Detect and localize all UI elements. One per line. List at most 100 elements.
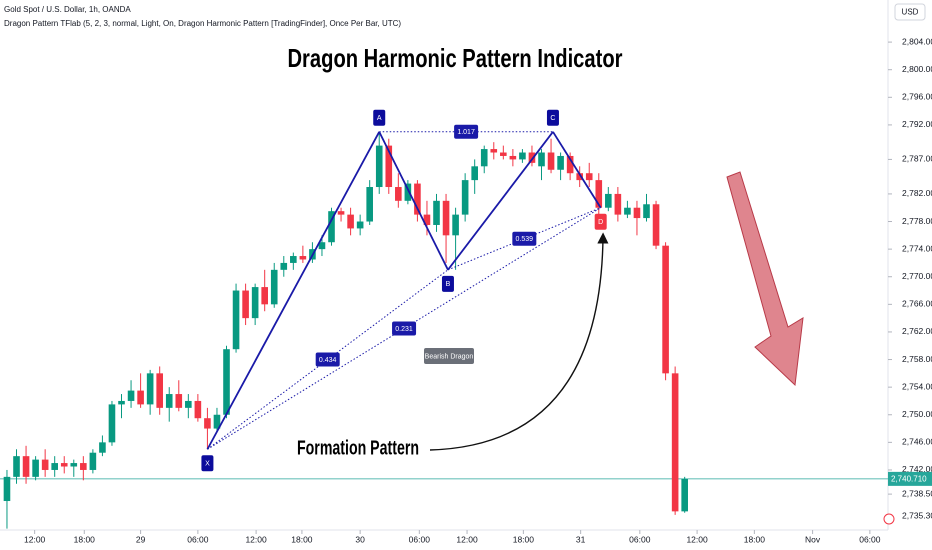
candle-body: [681, 478, 688, 512]
point-box: [441, 275, 454, 292]
y-tick-label: 2,792.000: [902, 119, 932, 129]
ratio-label: 1.017: [457, 129, 475, 136]
candle-body: [223, 349, 230, 415]
point-label: C: [550, 115, 555, 122]
candle-body: [652, 204, 660, 246]
logo: [883, 513, 895, 525]
candle-body: [557, 155, 564, 170]
candle-body: [614, 193, 622, 215]
candle-body: [99, 442, 106, 453]
x-tick-label: 06:00: [409, 534, 431, 544]
point-box: [546, 109, 559, 126]
candle-body: [500, 152, 507, 156]
ratio-label: 0.539: [516, 236, 534, 243]
candle-body: [232, 290, 240, 350]
y-tick-label: 2,796.000: [902, 92, 932, 102]
candle-body: [41, 459, 49, 470]
candle-body: [185, 400, 192, 408]
x-tick-label: 18:00: [744, 534, 766, 544]
candle-body: [146, 373, 154, 405]
x-tick-label: 12:00: [245, 534, 267, 544]
pattern-leg: [378, 131, 449, 271]
candle-body: [595, 180, 603, 208]
candle-body: [3, 476, 11, 502]
candle-body: [165, 394, 173, 408]
candle-body: [576, 173, 583, 181]
candle-body: [480, 149, 488, 167]
candle-body: [490, 149, 498, 153]
candle-body: [280, 262, 288, 270]
candle-body: [662, 245, 669, 374]
y-tick-label: 2,787.000: [902, 154, 932, 164]
candle-body: [213, 414, 221, 429]
candle-body: [356, 221, 364, 229]
candle-body: [528, 152, 536, 163]
x-tick-label: 18:00: [291, 534, 313, 544]
currency: USD: [902, 8, 919, 17]
x-tick-label: 12:00: [456, 534, 478, 544]
ratio-line: [207, 269, 449, 450]
candle-body: [404, 183, 412, 201]
point-box: [201, 455, 214, 472]
y-tick-label: 2,746.000: [902, 437, 932, 447]
candle-body: [633, 207, 641, 219]
y-tick-label: 2,774.000: [902, 243, 932, 253]
point-label: X: [205, 461, 210, 468]
last-price-box: [888, 471, 932, 486]
candle-body: [328, 211, 335, 243]
candle-body: [13, 456, 20, 477]
candle-body: [605, 193, 612, 208]
currency-box[interactable]: [894, 3, 926, 21]
candle-body: [471, 166, 478, 181]
point-label: A: [377, 115, 382, 122]
ratio-box: [454, 124, 479, 139]
candle-body: [118, 400, 125, 405]
y-tick-label: 2,804.000: [902, 36, 932, 46]
ratio-box: [315, 352, 340, 367]
indicator: Dragon Pattern TFlab (5, 2, 3, normal, L…: [4, 19, 401, 28]
candle-body: [127, 390, 135, 401]
x-tick-label: 12:00: [24, 534, 46, 544]
candle-body: [204, 418, 211, 429]
y-tick-label: 2,735.300: [902, 510, 932, 520]
candle-body: [89, 452, 97, 470]
candle-body: [32, 459, 39, 477]
ratio-box: [512, 231, 537, 246]
candle-body: [585, 173, 593, 181]
ratio-label: 0.231: [395, 326, 413, 333]
point-label: D: [598, 219, 603, 226]
ratio-box: [392, 321, 417, 336]
y-tick-label: 2,770.000: [902, 271, 932, 281]
candle-body: [194, 400, 202, 419]
y-tick-label: 2,750.000: [902, 409, 932, 419]
symbol: Gold Spot / U.S. Dollar, 1h, OANDA: [4, 5, 131, 14]
y-tick-label: 2,762.000: [902, 326, 932, 336]
candle-body: [395, 187, 402, 201]
candle-body: [566, 155, 574, 174]
curved-arrow: [429, 232, 609, 451]
x-tick-label: 18:00: [74, 534, 96, 544]
candle-body: [414, 183, 421, 215]
candle-body: [509, 155, 517, 160]
signal-box: [424, 348, 474, 364]
x-tick-label: Nov: [805, 534, 821, 544]
candle-body: [70, 463, 78, 467]
candle-body: [137, 390, 144, 405]
pattern-leg: [552, 131, 602, 209]
point-box: [373, 109, 386, 126]
y-tick-label: 2,754.000: [902, 381, 932, 391]
candle-body: [547, 152, 555, 170]
x-tick-label: 06:00: [859, 534, 881, 544]
candle-body: [242, 290, 249, 319]
candle-body: [60, 463, 68, 467]
candle-body: [251, 287, 259, 319]
point-label: B: [446, 281, 451, 288]
candle-body: [366, 187, 373, 222]
y-tick-label: 2,778.000: [902, 216, 932, 226]
point-box: [594, 213, 607, 230]
chart-title: Dragon Harmonic Pattern Indicator: [288, 43, 623, 73]
candle-body: [51, 463, 58, 470]
x-tick-label: 06:00: [629, 534, 651, 544]
